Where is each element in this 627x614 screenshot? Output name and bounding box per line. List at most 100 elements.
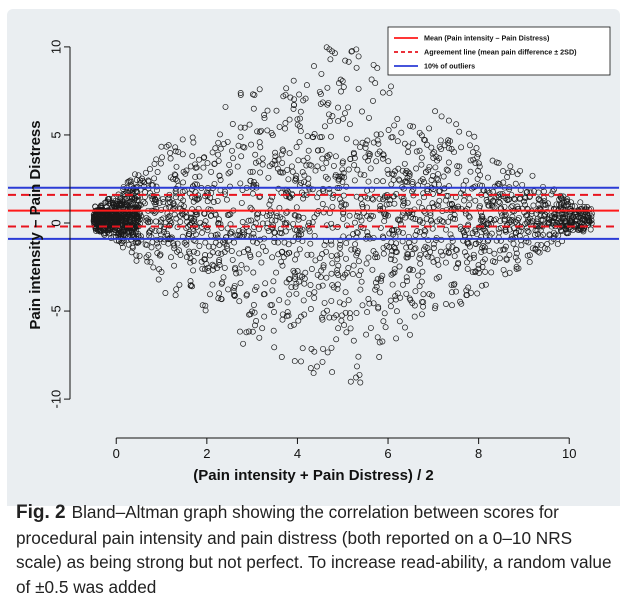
scatter-point: [445, 167, 451, 174]
scatter-point: [472, 269, 479, 276]
scatter-point: [236, 250, 243, 257]
scatter-point: [470, 254, 477, 261]
scatter-point: [529, 245, 536, 252]
scatter-point: [493, 159, 500, 166]
scatter-point: [170, 200, 177, 207]
scatter-point: [132, 229, 139, 236]
scatter-point: [346, 310, 353, 317]
scatter-point: [339, 160, 346, 167]
scatter-point: [417, 260, 424, 267]
scatter-point: [484, 199, 491, 206]
scatter-point: [405, 143, 412, 150]
scatter-point: [399, 167, 406, 174]
scatter-point: [349, 271, 356, 278]
scatter-point: [448, 281, 455, 288]
scatter-point: [95, 227, 102, 234]
scatter-point: [269, 254, 276, 261]
scatter-point: [417, 178, 424, 185]
scatter-point: [411, 246, 418, 253]
scatter-point: [370, 213, 376, 220]
scatter-point: [479, 263, 486, 270]
scatter-point: [293, 290, 300, 297]
scatter-point: [402, 178, 409, 185]
scatter-point: [320, 345, 326, 352]
scatter-point: [426, 125, 433, 132]
scatter-point: [329, 203, 336, 210]
x-tick-label: 2: [203, 446, 210, 461]
scatter-point: [218, 225, 225, 231]
scatter-point: [286, 275, 293, 282]
scatter-point: [403, 254, 410, 261]
scatter-point: [442, 248, 449, 255]
scatter-point: [567, 218, 574, 225]
scatter-point: [280, 169, 286, 176]
scatter-point: [564, 196, 571, 203]
scatter-point: [416, 218, 423, 225]
scatter-point: [272, 153, 279, 160]
scatter-point: [133, 257, 140, 264]
scatter-point: [328, 241, 335, 248]
scatter-point: [489, 198, 496, 204]
scatter-point: [388, 239, 395, 246]
scatter-point: [196, 156, 203, 163]
scatter-point: [175, 148, 182, 155]
scatter-point: [252, 159, 259, 166]
scatter-point: [513, 265, 520, 272]
scatter-point: [216, 241, 223, 248]
scatter-point: [562, 220, 569, 227]
scatter-point: [319, 358, 326, 365]
scatter-point: [105, 209, 112, 216]
scatter-point: [334, 252, 341, 259]
scatter-point: [160, 229, 167, 235]
scatter-point: [214, 234, 221, 241]
scatter-point: [326, 151, 333, 158]
scatter-point: [183, 167, 190, 174]
scatter-point: [413, 165, 420, 172]
scatter-point: [393, 249, 400, 255]
scatter-point: [204, 227, 211, 234]
scatter-point: [353, 64, 360, 71]
scatter-point: [416, 129, 423, 136]
scatter-point: [208, 212, 215, 219]
scatter-point: [168, 254, 174, 261]
scatter-point: [316, 88, 323, 95]
scatter-point: [137, 202, 144, 209]
scatter-point: [92, 212, 99, 219]
scatter-point: [469, 149, 476, 156]
scatter-point: [231, 266, 238, 273]
scatter-point: [464, 292, 470, 298]
scatter-point: [298, 358, 304, 365]
scatter-point: [321, 123, 328, 130]
scatter-point: [351, 155, 358, 162]
scatter-point: [304, 133, 311, 140]
scatter-point: [171, 202, 178, 209]
scatter-point: [357, 144, 364, 151]
scatter-point: [485, 202, 492, 209]
scatter-point: [512, 180, 519, 187]
scatter-point: [472, 197, 479, 204]
scatter-point: [440, 173, 447, 180]
scatter-point: [433, 175, 440, 182]
scatter-point: [348, 246, 355, 253]
scatter-point: [440, 219, 447, 226]
scatter-point: [209, 149, 216, 156]
scatter-point: [473, 145, 480, 152]
scatter-point: [372, 80, 379, 87]
scatter-point: [205, 264, 211, 271]
scatter-point: [243, 329, 250, 336]
scatter-point: [358, 278, 365, 285]
scatter-point: [379, 89, 386, 96]
scatter-point: [578, 214, 585, 221]
scatter-point: [346, 121, 353, 128]
scatter-point: [193, 164, 200, 171]
scatter-point: [126, 229, 133, 235]
scatter-point: [237, 124, 244, 131]
scatter-point: [554, 241, 561, 248]
scatter-point: [295, 216, 302, 223]
scatter-point: [339, 78, 346, 85]
scatter-point: [181, 239, 188, 246]
scatter-point: [454, 163, 461, 170]
scatter-point: [469, 269, 476, 276]
scatter-point: [522, 220, 529, 227]
scatter-point: [451, 212, 458, 218]
